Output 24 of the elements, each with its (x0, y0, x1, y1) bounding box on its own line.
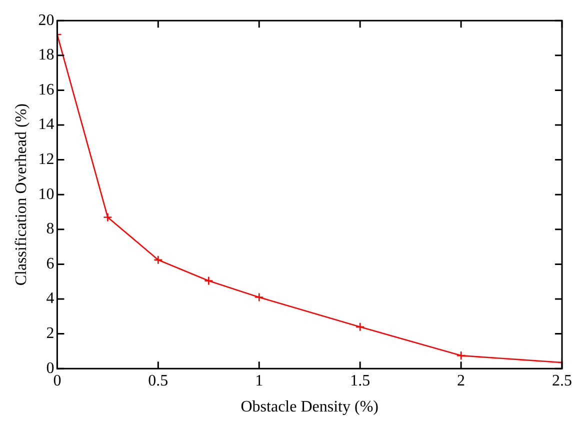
y-tick-label: 20 (38, 12, 54, 29)
y-axis-title: Classification Overhead (%) (12, 104, 30, 286)
x-tick-label: 2 (457, 372, 466, 390)
point (456, 350, 466, 360)
x-tick-label: 1 (255, 372, 264, 390)
y-tick-label: 2 (46, 325, 54, 342)
x-tick-label: 0.5 (148, 372, 168, 390)
x-axis-title: Obstacle Density (%) (240, 398, 378, 416)
y-tick-label: 8 (46, 220, 54, 238)
y-tick-label: 12 (38, 151, 54, 168)
point (204, 276, 214, 286)
y-tick-label: 4 (46, 290, 54, 308)
y-tick-label: 6 (46, 255, 54, 272)
point (355, 322, 365, 332)
point (154, 255, 163, 264)
y-tick-label: 0 (46, 360, 54, 377)
y-tick-label: 10 (38, 186, 54, 203)
y-tick-label: 18 (38, 46, 54, 64)
point (254, 292, 264, 302)
y-tick-label: 16 (38, 81, 54, 98)
y-tick-label: 14 (38, 116, 54, 134)
point (103, 212, 112, 222)
x-tick-label: 1.5 (350, 372, 370, 390)
x-tick-label: 2.5 (552, 372, 572, 390)
